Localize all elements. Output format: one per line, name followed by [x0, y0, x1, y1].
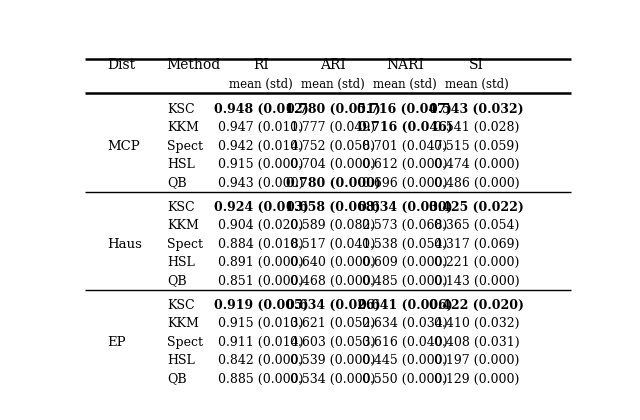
- Text: 0.948 (0.012): 0.948 (0.012): [214, 103, 308, 116]
- Text: 0.425 (0.022): 0.425 (0.022): [429, 201, 524, 214]
- Text: 0.541 (0.028): 0.541 (0.028): [434, 121, 520, 134]
- Text: 0.777 (0.049): 0.777 (0.049): [291, 121, 376, 134]
- Text: 0.468 (0.000): 0.468 (0.000): [290, 275, 376, 288]
- Text: mean (std): mean (std): [301, 78, 365, 91]
- Text: 0.634 (0.030): 0.634 (0.030): [358, 201, 452, 214]
- Text: 0.716 (0.047): 0.716 (0.047): [358, 103, 452, 116]
- Text: KSC: KSC: [167, 103, 195, 116]
- Text: 0.752 (0.058): 0.752 (0.058): [291, 139, 376, 152]
- Text: KSC: KSC: [167, 201, 195, 214]
- Text: 0.704 (0.000): 0.704 (0.000): [290, 158, 376, 171]
- Text: 0.517 (0.041): 0.517 (0.041): [291, 238, 376, 251]
- Text: 0.885 (0.000): 0.885 (0.000): [218, 373, 304, 386]
- Text: Dist: Dist: [108, 58, 136, 72]
- Text: 0.640 (0.000): 0.640 (0.000): [290, 256, 376, 269]
- Text: 0.538 (0.054): 0.538 (0.054): [362, 238, 447, 251]
- Text: 0.634 (0.034): 0.634 (0.034): [362, 317, 448, 330]
- Text: 0.515 (0.059): 0.515 (0.059): [434, 139, 520, 152]
- Text: 0.539 (0.000): 0.539 (0.000): [291, 354, 376, 367]
- Text: 0.641 (0.006): 0.641 (0.006): [358, 299, 452, 312]
- Text: 0.915 (0.000): 0.915 (0.000): [218, 158, 304, 171]
- Text: 0.616 (0.040): 0.616 (0.040): [362, 336, 448, 349]
- Text: 0.911 (0.014): 0.911 (0.014): [218, 336, 304, 349]
- Text: 0.365 (0.054): 0.365 (0.054): [434, 219, 520, 232]
- Text: 0.221 (0.000): 0.221 (0.000): [434, 256, 520, 269]
- Text: 0.891 (0.000): 0.891 (0.000): [218, 256, 304, 269]
- Text: mean (std): mean (std): [445, 78, 509, 91]
- Text: Spect: Spect: [167, 238, 203, 251]
- Text: 0.915 (0.013): 0.915 (0.013): [218, 317, 304, 330]
- Text: QB: QB: [167, 275, 186, 288]
- Text: QB: QB: [167, 373, 186, 386]
- Text: MCP: MCP: [108, 139, 140, 152]
- Text: 0.634 (0.026): 0.634 (0.026): [285, 299, 380, 312]
- Text: 0.603 (0.053): 0.603 (0.053): [290, 336, 376, 349]
- Text: 0.129 (0.000): 0.129 (0.000): [434, 373, 520, 386]
- Text: QB: QB: [167, 176, 186, 189]
- Text: 0.550 (0.000): 0.550 (0.000): [362, 373, 447, 386]
- Text: 0.612 (0.000): 0.612 (0.000): [362, 158, 447, 171]
- Text: 0.410 (0.032): 0.410 (0.032): [434, 317, 520, 330]
- Text: 0.573 (0.068): 0.573 (0.068): [362, 219, 447, 232]
- Text: RI: RI: [253, 58, 269, 72]
- Text: KKM: KKM: [167, 219, 198, 232]
- Text: 0.780 (0.051): 0.780 (0.051): [285, 103, 380, 116]
- Text: 0.658 (0.068): 0.658 (0.068): [286, 201, 380, 214]
- Text: 0.904 (0.020): 0.904 (0.020): [218, 219, 304, 232]
- Text: 0.943 (0.000): 0.943 (0.000): [218, 176, 304, 189]
- Text: 0.942 (0.014): 0.942 (0.014): [218, 139, 304, 152]
- Text: HSL: HSL: [167, 354, 195, 367]
- Text: 0.609 (0.000): 0.609 (0.000): [362, 256, 447, 269]
- Text: 0.474 (0.000): 0.474 (0.000): [434, 158, 520, 171]
- Text: 0.780 (0.000): 0.780 (0.000): [285, 176, 380, 189]
- Text: 0.851 (0.000): 0.851 (0.000): [218, 275, 304, 288]
- Text: 0.534 (0.000): 0.534 (0.000): [290, 373, 376, 386]
- Text: HSL: HSL: [167, 158, 195, 171]
- Text: 0.924 (0.013): 0.924 (0.013): [214, 201, 308, 214]
- Text: 0.621 (0.052): 0.621 (0.052): [291, 317, 376, 330]
- Text: 0.485 (0.000): 0.485 (0.000): [362, 275, 447, 288]
- Text: mean (std): mean (std): [373, 78, 436, 91]
- Text: NARI: NARI: [386, 58, 424, 72]
- Text: 0.947 (0.011): 0.947 (0.011): [218, 121, 304, 134]
- Text: 0.696 (0.000): 0.696 (0.000): [362, 176, 447, 189]
- Text: KKM: KKM: [167, 317, 198, 330]
- Text: 0.919 (0.005): 0.919 (0.005): [214, 299, 308, 312]
- Text: 0.408 (0.031): 0.408 (0.031): [434, 336, 520, 349]
- Text: ARI: ARI: [320, 58, 346, 72]
- Text: 0.422 (0.020): 0.422 (0.020): [429, 299, 524, 312]
- Text: 0.317 (0.069): 0.317 (0.069): [434, 238, 520, 251]
- Text: 0.486 (0.000): 0.486 (0.000): [434, 176, 520, 189]
- Text: Haus: Haus: [108, 238, 142, 251]
- Text: 0.701 (0.047): 0.701 (0.047): [362, 139, 447, 152]
- Text: Spect: Spect: [167, 139, 203, 152]
- Text: 0.445 (0.000): 0.445 (0.000): [362, 354, 447, 367]
- Text: 0.884 (0.018): 0.884 (0.018): [218, 238, 304, 251]
- Text: mean (std): mean (std): [229, 78, 293, 91]
- Text: KKM: KKM: [167, 121, 198, 134]
- Text: 0.143 (0.000): 0.143 (0.000): [434, 275, 520, 288]
- Text: 0.842 (0.000): 0.842 (0.000): [218, 354, 304, 367]
- Text: KSC: KSC: [167, 299, 195, 312]
- Text: EP: EP: [108, 336, 126, 349]
- Text: 0.197 (0.000): 0.197 (0.000): [434, 354, 520, 367]
- Text: Method: Method: [167, 58, 221, 72]
- Text: 0.543 (0.032): 0.543 (0.032): [429, 103, 524, 116]
- Text: Spect: Spect: [167, 336, 203, 349]
- Text: HSL: HSL: [167, 256, 195, 269]
- Text: SI: SI: [469, 58, 484, 72]
- Text: 0.716 (0.046): 0.716 (0.046): [358, 121, 452, 134]
- Text: 0.589 (0.082): 0.589 (0.082): [291, 219, 376, 232]
